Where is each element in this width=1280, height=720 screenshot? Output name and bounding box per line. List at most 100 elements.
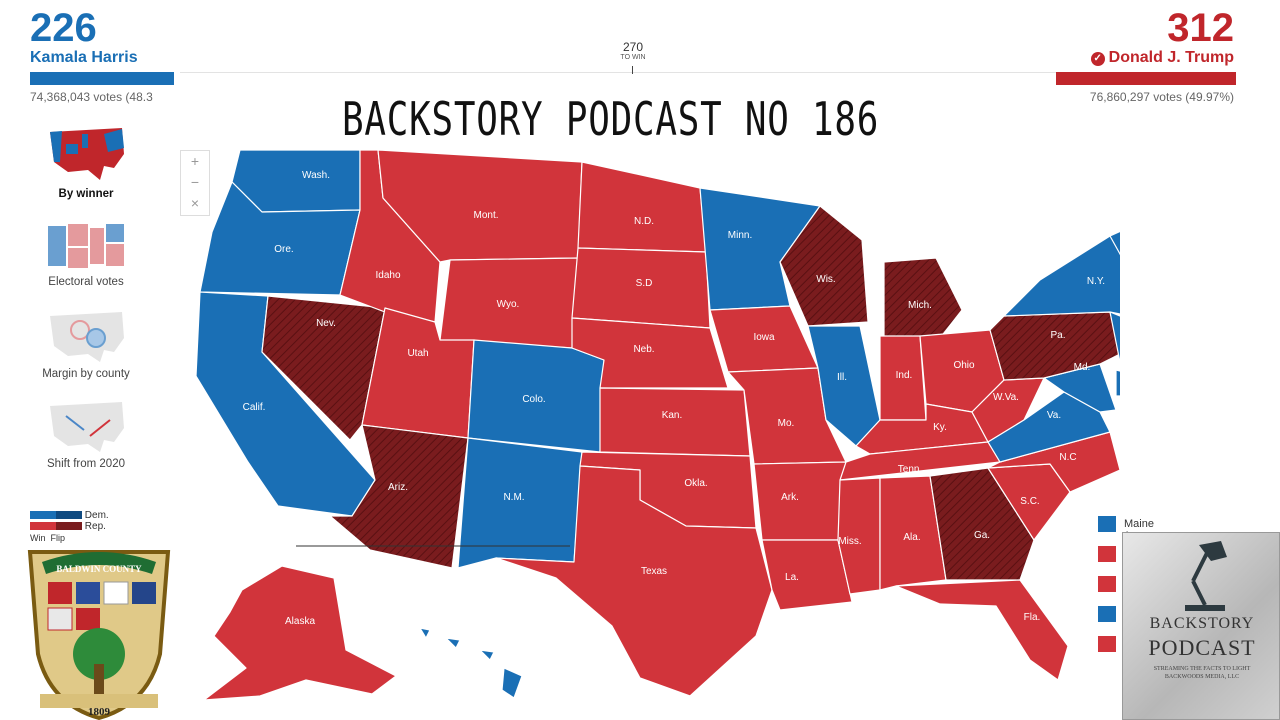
view-option-shift-from-2020[interactable]: Shift from 2020 xyxy=(28,398,144,470)
state-mississippi xyxy=(837,477,881,595)
legend-flip-label: Flip xyxy=(50,533,66,543)
view-option-label: Electoral votes xyxy=(48,276,124,288)
district-swatch xyxy=(1098,516,1116,532)
baldwin-county-seal: BALDWIN COUNTY 1809 xyxy=(27,550,171,720)
dem-flip-swatch xyxy=(56,511,82,520)
state-label: Mo. xyxy=(778,418,795,429)
state-label: Colo. xyxy=(522,394,545,405)
trump-progress-bar xyxy=(1056,72,1236,85)
state-arkansas xyxy=(753,461,847,541)
state-label: Neb. xyxy=(633,344,654,355)
state-arizona xyxy=(329,424,469,569)
dem-win-swatch xyxy=(30,511,56,520)
state-label: Ohio xyxy=(953,360,975,371)
trump-electoral-votes: 312 xyxy=(1167,6,1234,50)
us-map-winner-icon xyxy=(50,128,124,180)
backstory-podcast-logo: BACKSTORY PODCAST STREAMING THE FACTS TO… xyxy=(1122,532,1280,720)
state-new-york xyxy=(1003,235,1120,317)
state-alaska xyxy=(203,565,397,701)
state-label: Mont. xyxy=(473,210,498,221)
electoral-track-line xyxy=(180,72,1060,73)
state-label: Alaska xyxy=(285,616,315,627)
rep-flip-swatch xyxy=(56,522,82,531)
state-label: N.M. xyxy=(503,492,524,503)
state-nevada xyxy=(261,295,386,441)
state-label: S.D xyxy=(636,278,653,289)
cartogram-icon xyxy=(48,224,124,268)
district-swatch xyxy=(1098,636,1116,652)
state-label: S.C. xyxy=(1020,496,1039,507)
legend-rep-label: Rep. xyxy=(84,521,106,532)
district-swatch xyxy=(1098,546,1116,562)
state-label: W.Va. xyxy=(993,392,1019,403)
state-west-virginia xyxy=(971,377,1045,443)
state-georgia xyxy=(929,467,1035,581)
zoom-in-button[interactable]: + xyxy=(190,153,200,169)
reset-zoom-button[interactable]: × xyxy=(190,195,200,211)
rep-win-swatch xyxy=(30,522,56,531)
view-option-label: By winner xyxy=(58,188,114,200)
to-win-marker xyxy=(632,66,633,74)
state-label: Utah xyxy=(407,348,428,359)
desk-lamp-icon xyxy=(1185,541,1227,611)
state-vermont xyxy=(1109,230,1120,256)
seal-year: 1809 xyxy=(88,706,111,718)
state-alabama xyxy=(879,475,947,591)
state-louisiana xyxy=(761,539,853,611)
zoom-out-button[interactable]: − xyxy=(190,174,200,190)
state-label: Ky. xyxy=(933,422,947,433)
view-option-by-winner[interactable]: By winner xyxy=(28,124,144,200)
state-label: Va. xyxy=(1047,410,1061,421)
state-label: Tenn. xyxy=(898,464,922,475)
legend-win-label: Win xyxy=(30,533,46,543)
trump-name-row: ✓ Donald J. Trump xyxy=(1000,49,1234,67)
state-florida xyxy=(895,579,1069,681)
logo-line2: PODCAST xyxy=(1148,635,1256,660)
state-label: Ind. xyxy=(896,370,913,381)
district-swatch xyxy=(1098,606,1116,622)
state-label: Minn. xyxy=(728,230,752,241)
state-label: Fla. xyxy=(1024,612,1041,623)
state-label: Md. xyxy=(1074,362,1091,373)
state-label: N.Y. xyxy=(1087,276,1105,287)
legend-dem-row: Dem. xyxy=(30,510,109,521)
state-label: Mich. xyxy=(908,300,932,311)
state-label: Idaho xyxy=(375,270,400,281)
view-option-margin-by-county[interactable]: Margin by county xyxy=(28,308,144,380)
state-label: Vt. xyxy=(1116,214,1120,225)
zoom-controls: + − × xyxy=(180,150,210,216)
state-label: Ala. xyxy=(903,532,920,543)
winner-check-icon: ✓ xyxy=(1090,52,1105,66)
state-label: N.C xyxy=(1059,452,1076,463)
state-hawaii xyxy=(419,627,523,699)
view-option-electoral-votes[interactable]: Electoral votes xyxy=(28,220,144,288)
to-win-number: 270 xyxy=(622,40,644,54)
state-label: Ariz. xyxy=(388,482,408,493)
view-option-label: Margin by county xyxy=(42,368,130,380)
us-election-map: Wash. Ore. Calif. Nev. Idaho Mont. Wyo. Utah Col… xyxy=(195,149,1120,701)
arrow-shift-map-icon xyxy=(50,402,124,452)
logo-line1: BACKSTORY xyxy=(1149,615,1255,632)
state-label: N.D. xyxy=(634,216,654,227)
state-north-dakota xyxy=(577,161,707,253)
state-label: Kan. xyxy=(662,410,683,421)
legend-rep-row: Rep. xyxy=(30,521,106,532)
harris-popular-votes: 74,368,043 votes (48.3 xyxy=(30,90,153,104)
state-label: Calif. xyxy=(243,402,266,413)
to-win-label: TO WIN xyxy=(620,54,646,61)
state-new-jersey xyxy=(1109,311,1120,363)
state-label: Wash. xyxy=(302,170,330,181)
state-delaware xyxy=(1115,369,1120,397)
state-new-mexico xyxy=(457,437,583,569)
logo-tagline: STREAMING THE FACTS TO LIGHT BACKWOODS M… xyxy=(1153,666,1251,680)
legend-dem-label: Dem. xyxy=(84,510,109,521)
legend-key-row: Win Flip xyxy=(30,533,65,543)
state-label: Ark. xyxy=(781,492,799,503)
state-label: Ore. xyxy=(274,244,293,255)
bubble-map-icon xyxy=(50,312,124,362)
state-label: Miss. xyxy=(838,536,861,547)
state-wisconsin xyxy=(779,205,869,327)
podcast-episode-title: BACKSTORY PODCAST NO 186 xyxy=(342,92,880,146)
state-label: Wyo. xyxy=(497,299,520,310)
trump-popular-votes: 76,860,297 votes (49.97%) xyxy=(1089,90,1234,104)
